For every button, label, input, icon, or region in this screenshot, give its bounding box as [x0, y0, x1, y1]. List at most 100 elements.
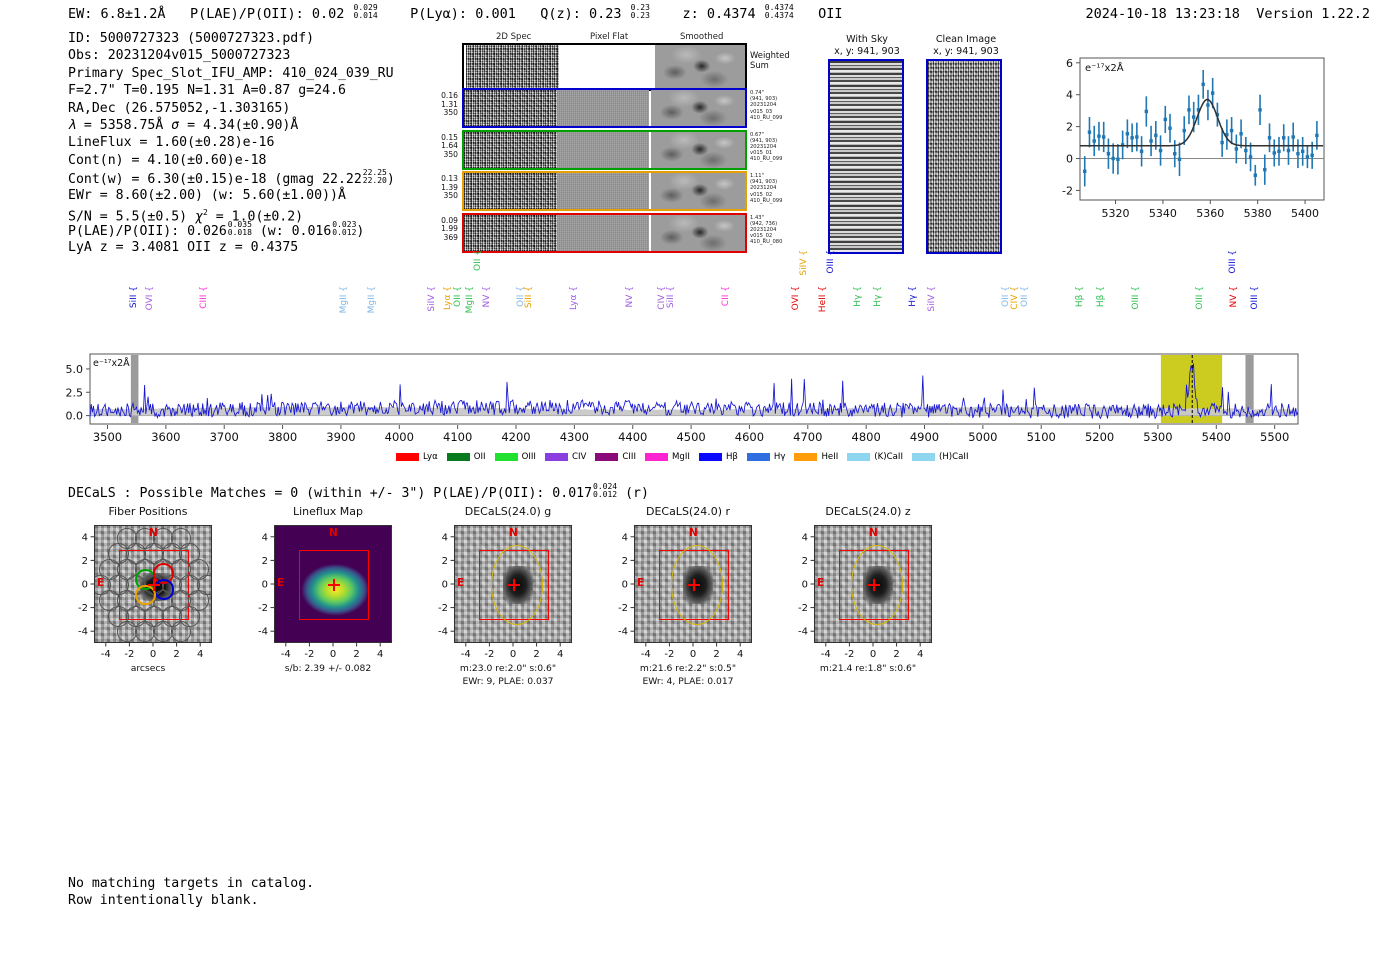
fiber-row-ident: 1.11" (941, 903) 20231204 v015_02 410_RU_099 — [750, 173, 783, 204]
line-marker-label: Hβ { — [1074, 286, 1085, 308]
fiber-circle[interactable] — [188, 559, 210, 580]
compass-east: E — [97, 577, 105, 589]
svg-text:4: 4 — [622, 532, 628, 543]
svg-text:-4: -4 — [281, 649, 291, 660]
spec2d-montage: 2D Spec Pixel Flat Smoothed Weighted Sum — [412, 32, 802, 257]
fiber-row — [462, 129, 747, 170]
svg-text:0: 0 — [262, 580, 268, 591]
fiber-circle[interactable] — [170, 527, 192, 549]
line-marker-label: MgII { — [339, 286, 350, 314]
line-marker-label: Hγ { — [872, 286, 883, 307]
svg-text:4: 4 — [197, 649, 203, 660]
z-line-id: OII — [818, 5, 843, 22]
z-value: 0.4374 — [706, 5, 756, 22]
svg-text:4: 4 — [802, 532, 808, 543]
weighted-sum-row — [462, 43, 747, 91]
svg-text:4: 4 — [377, 649, 383, 660]
fiber-row-ident: 0.74" (941, 903) 20231204 v015_03 410_RU_099 — [750, 90, 783, 121]
qz-value: 0.23 — [589, 5, 622, 22]
legend-swatch — [746, 453, 770, 461]
crosshair-vertical — [513, 579, 515, 591]
svg-text:-4: -4 — [461, 649, 471, 660]
info-redshifts: LyA z = 3.4081 OII z = 0.4375 — [68, 239, 299, 255]
z-errors: 0.4374 0.4374 — [764, 3, 794, 21]
svg-text:0: 0 — [690, 649, 696, 660]
plae-value: 0.02 — [311, 5, 345, 22]
legend-label: OII — [473, 452, 486, 462]
spectrum-legend: Lyα OII OIII CIV CIII MgII Hβ Hγ HeII (K)CaII (H)C… — [396, 452, 1016, 466]
legend-swatch — [544, 453, 568, 461]
line-marker-label: OIII { — [1227, 250, 1238, 274]
svg-text:-4: -4 — [641, 649, 651, 660]
svg-text:3700: 3700 — [210, 430, 239, 444]
svg-text:-2: -2 — [798, 603, 808, 614]
cutout-image[interactable] — [634, 525, 752, 643]
cutout-caption-line-1: s/b: 2.39 +/- 0.082 — [284, 663, 372, 674]
fiber-row-metrics: 0.13 1.39 350 — [441, 174, 458, 201]
crosshair-vertical — [333, 579, 335, 591]
selected-fiber-circle[interactable] — [135, 584, 157, 606]
svg-text:4100: 4100 — [443, 430, 472, 444]
footer-line-2: Row intentionally blank. — [68, 893, 259, 909]
svg-text:2: 2 — [802, 556, 808, 567]
svg-text:-4: -4 — [101, 649, 111, 660]
cutout-panel-title: Fiber Positions — [108, 505, 188, 518]
aperture-ellipse — [850, 545, 903, 625]
cutout-panel-title: DECaLS(24.0) z — [825, 505, 911, 518]
svg-text:3600: 3600 — [151, 430, 180, 444]
svg-text:-4: -4 — [618, 627, 628, 638]
cutout-image[interactable] — [94, 525, 212, 643]
svg-text:-2: -2 — [78, 603, 88, 614]
line-marker-label: SiII { — [129, 286, 140, 309]
info-id: ID: 5000727323 (5000727323.pdf) — [68, 31, 315, 46]
svg-text:-2: -2 — [664, 649, 674, 660]
plya-value: 0.001 — [475, 5, 516, 22]
svg-text:2: 2 — [262, 556, 268, 567]
cutout-image[interactable] — [814, 525, 932, 643]
withsky-coords: x, y: 941, 903 — [834, 46, 900, 57]
svg-text:3500: 3500 — [93, 430, 122, 444]
svg-text:-4: -4 — [798, 627, 808, 638]
info-sn-chi2: S/N = 5.5(±0.5) χ2 = 1.0(±0.2) — [68, 207, 304, 225]
cutout-panel: DECaLS(24.0) z N E -4 -4 -2 -2 0 0 2 2 4 4 m:21.4 re:… — [778, 505, 958, 705]
info-primary-spec: Primary Spec_Slot_IFU_AMP: 410_024_039_R… — [68, 65, 394, 81]
aperture-ellipse — [670, 545, 723, 625]
svg-text:-4: -4 — [258, 627, 268, 638]
svg-text:4: 4 — [262, 532, 268, 543]
legend-label: OIII — [521, 452, 536, 462]
svg-text:2: 2 — [173, 649, 179, 660]
svg-text:5000: 5000 — [968, 430, 997, 444]
cutout-panel: DECaLS(24.0) r N E -4 -4 -2 -2 0 0 2 2 4 4 m:21.6 re:… — [598, 505, 778, 705]
selected-fiber-circle[interactable] — [153, 578, 175, 600]
svg-text:4: 4 — [82, 532, 88, 543]
line-marker-label: SiIV { — [926, 286, 937, 312]
svg-text:6: 6 — [1066, 57, 1073, 70]
line-marker-label: OVI { — [791, 286, 802, 311]
svg-text:4700: 4700 — [793, 430, 822, 444]
svg-text:4200: 4200 — [501, 430, 530, 444]
fiber-row-metrics: 0.09 1.99 369 — [441, 215, 458, 242]
svg-text:e⁻¹⁷x2Å: e⁻¹⁷x2Å — [93, 357, 130, 369]
fiber-circle[interactable] — [179, 543, 201, 565]
col-title-smoothed: Smoothed — [680, 32, 724, 42]
svg-text:-2: -2 — [484, 649, 494, 660]
ew-value: 6.8±1.2Å — [100, 5, 166, 22]
fiber-row-ident: 1.43" (942, 736) 20231204 v015_02 410_RU_080 — [750, 214, 783, 246]
cleanimage-title: Clean Image — [935, 34, 997, 45]
legend-swatch — [911, 453, 935, 461]
svg-text:-4: -4 — [438, 627, 448, 638]
cutout-image[interactable] — [454, 525, 572, 643]
footer-line-1: No matching targets in catalog. — [68, 876, 315, 891]
cutout-image[interactable] — [274, 525, 392, 643]
svg-text:2: 2 — [622, 556, 628, 567]
svg-text:-2: -2 — [844, 649, 854, 660]
svg-text:5300: 5300 — [1143, 430, 1172, 444]
svg-text:5380: 5380 — [1244, 207, 1272, 220]
compass-east: E — [457, 577, 465, 589]
compass-north: N — [329, 527, 338, 539]
svg-text:4400: 4400 — [618, 430, 647, 444]
svg-text:-2: -2 — [618, 603, 628, 614]
line-marker-label: SiIV { — [798, 250, 809, 276]
info-ewr: EWr = 8.60(±2.00) (w: 5.60(±1.00))Å — [68, 187, 346, 203]
col-title-pixelflat: Pixel Flat — [590, 32, 629, 42]
